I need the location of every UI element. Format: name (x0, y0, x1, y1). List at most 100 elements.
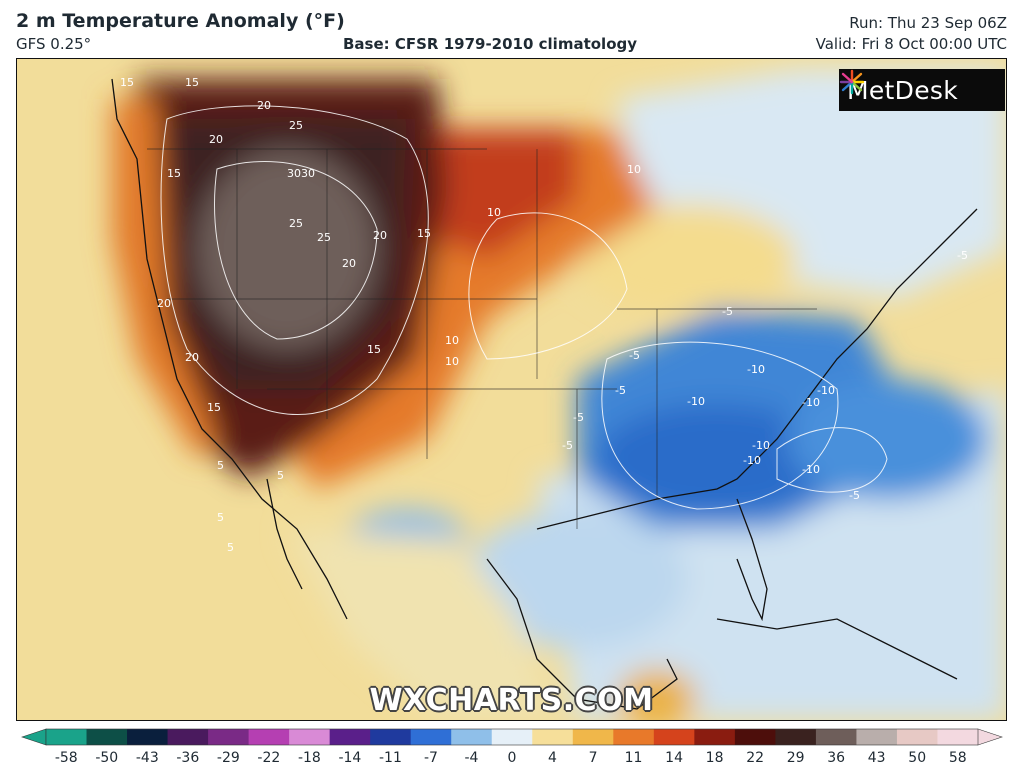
contour-label: -5 (957, 249, 968, 262)
contour-label: 25 (289, 119, 303, 132)
colorbar-tick-label: 22 (746, 750, 765, 766)
colorbar-segment (613, 729, 655, 745)
colorbar-segment (289, 729, 331, 745)
contour-label: 5 (217, 511, 224, 524)
contour-label: -5 (573, 411, 584, 424)
contour-label: 25 (289, 217, 303, 230)
colorbar-tick-label: -36 (176, 750, 200, 766)
colorbar-segment (86, 729, 128, 745)
run-time-label: Run: Thu 23 Sep 06Z (849, 14, 1007, 32)
contour-label: 5 (217, 459, 224, 472)
contour-label: -5 (562, 439, 573, 452)
contour-label: 15 (185, 76, 199, 89)
coastlines (111, 78, 978, 710)
metdesk-burst-icon (839, 69, 865, 95)
contour-label: -10 (747, 363, 765, 376)
contour-label: 20 (257, 99, 271, 112)
state-borders (147, 148, 817, 529)
contour-label: -10 (687, 395, 705, 408)
contour-label: 15 (367, 343, 381, 356)
contour-label: 25 (317, 231, 331, 244)
colorbar-segment (410, 729, 452, 745)
contour-label: -5 (629, 349, 640, 362)
colorbar-segment (451, 729, 493, 745)
contour-label: 20 (373, 229, 387, 242)
colorbar-tick-label: -14 (338, 750, 362, 766)
contour-label: 10 (445, 355, 459, 368)
colorbar-tick-label: -29 (216, 750, 240, 766)
colorbar-segment (329, 729, 371, 745)
logo-text: MetDesk (847, 75, 958, 105)
contour-label: -10 (817, 384, 835, 397)
colorbar-tick-label: 0 (507, 750, 517, 766)
contour-label: -10 (802, 463, 820, 476)
colorbar-segment (856, 729, 898, 745)
contour-labels: 15 15 20 20 25 3030 25 25 20 20 15 10 10… (120, 76, 968, 554)
colorbar-tick-label: 14 (665, 750, 683, 766)
colorbar-segment (208, 729, 250, 745)
contour-label: -10 (743, 454, 761, 467)
colorbar-segment (167, 729, 209, 745)
color-scale: -58 -50 -43 -36 -29 -22 -18 -14 -11 -7 -4 0 4 7 11 14 18… (16, 726, 1008, 782)
colorbar-tick-label: 29 (786, 750, 805, 766)
contour-label: 10 (445, 334, 459, 347)
color-scale-labels: -58 -50 -43 -36 -29 -22 -18 -14 -11 -7 -4 0 4 7 11 14 18… (16, 750, 1008, 770)
colorbar-tick-label: -18 (297, 750, 321, 766)
contour-label: 20 (209, 133, 223, 146)
colorbar-tick-label: -4 (464, 750, 479, 766)
contour-label: 20 (342, 257, 356, 270)
colorbar-tick-label: 11 (624, 750, 643, 766)
map-canvas: 15 15 20 20 25 3030 25 25 20 20 15 10 10… (17, 59, 1006, 720)
colorbar-segment (694, 729, 736, 745)
colorbar-segment (248, 729, 290, 745)
colorbar-segment (572, 729, 614, 745)
colorbar-tick-label: -58 (54, 750, 78, 766)
contour-label: -5 (615, 384, 626, 397)
colorbar-tick-label: 18 (705, 750, 724, 766)
colorbar-tick-label: -50 (95, 750, 119, 766)
colorbar-tick-label: 36 (827, 750, 846, 766)
contour-label: -5 (849, 489, 860, 502)
colorbar-border (45, 728, 979, 746)
contour-label: 3030 (287, 167, 315, 180)
contour-label: 10 (627, 163, 641, 176)
contour-label: 5 (277, 469, 284, 482)
colorbar-segment (815, 729, 857, 745)
colorbar-segment (127, 729, 169, 745)
watermark: WXCHARTS.COM (369, 683, 654, 718)
colorbar-segment (775, 729, 817, 745)
colorbar-segment (370, 729, 412, 745)
colorbar-tick-label: -11 (378, 750, 402, 766)
contour-lines (160, 105, 888, 510)
colorbar-tick-label: -22 (257, 750, 281, 766)
contour-label: 5 (227, 541, 234, 554)
colorbar-segment (46, 729, 88, 745)
colorbar-tick-label: -7 (423, 750, 438, 766)
contour-label: 15 (120, 76, 134, 89)
contour-label: 20 (157, 297, 171, 310)
colorbar-tick-label: 50 (908, 750, 927, 766)
colorbar-segment (491, 729, 533, 745)
contour-label: 10 (487, 206, 501, 219)
colorbar-segment (734, 729, 776, 745)
contour-label: 20 (185, 351, 199, 364)
contour-label: 15 (417, 227, 431, 240)
contour-label: -10 (752, 439, 770, 452)
valid-time-label: Valid: Fri 8 Oct 00:00 UTC (815, 35, 1007, 53)
chart-title: 2 m Temperature Anomaly (°F) (16, 10, 345, 32)
colorbar-segment (896, 729, 938, 745)
colorbar-segment (532, 729, 574, 745)
contour-label: 15 (167, 167, 181, 180)
colorbar-tick-label: -43 (135, 750, 159, 766)
metdesk-logo: MetDesk (839, 69, 1005, 111)
model-label: GFS 0.25° (16, 35, 92, 53)
colorbar-tick-label: 4 (548, 750, 557, 766)
colorbar-segment (937, 729, 979, 745)
climatology-base-label: Base: CFSR 1979-2010 climatology (343, 35, 638, 53)
colorbar-arrow-right (977, 728, 1003, 746)
color-scale-bar (21, 728, 1003, 746)
colorbar-tick-label: 43 (867, 750, 886, 766)
contour-label: -5 (722, 305, 733, 318)
anomaly-map[interactable]: 15 15 20 20 25 3030 25 25 20 20 15 10 10… (16, 58, 1007, 721)
colorbar-segment (653, 729, 695, 745)
